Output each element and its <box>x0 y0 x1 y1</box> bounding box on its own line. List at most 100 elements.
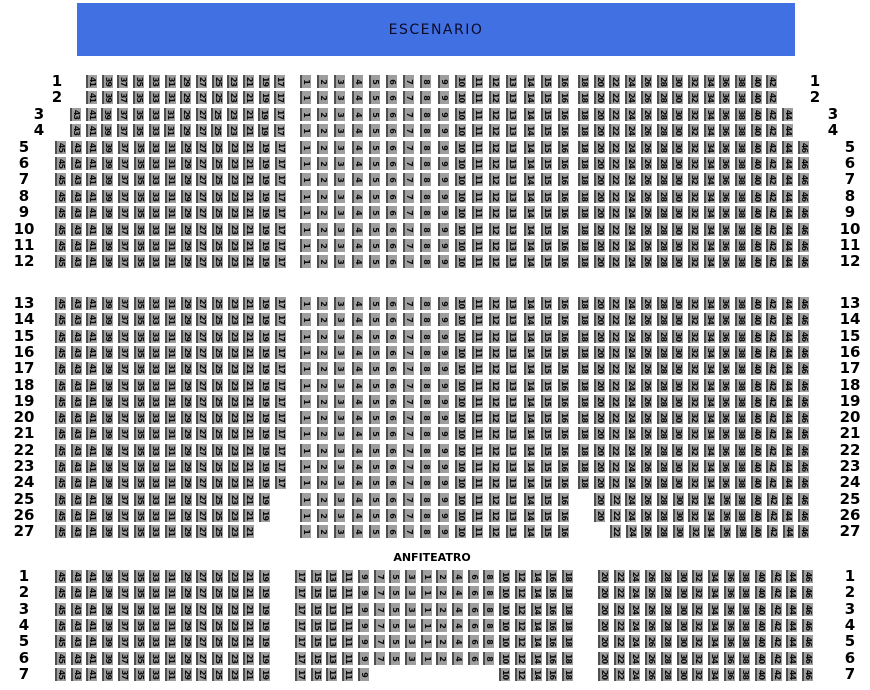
seat-platea-front-row12-40[interactable]: 40 <box>751 255 762 268</box>
seat-platea-front-row8-12[interactable]: 12 <box>489 190 500 203</box>
seat-anfiteatro-row5-2[interactable]: 2 <box>436 635 447 648</box>
seat-platea-back-row19-15[interactable]: 15 <box>541 395 552 408</box>
seat-anfiteatro-row1-39[interactable]: 39 <box>102 570 113 583</box>
seat-platea-front-row12-28[interactable]: 28 <box>657 255 668 268</box>
seat-platea-back-row21-14[interactable]: 14 <box>524 427 535 440</box>
seat-platea-back-row23-28[interactable]: 28 <box>657 460 668 473</box>
seat-platea-front-row5-4[interactable]: 4 <box>352 141 363 154</box>
seat-platea-front-row9-29[interactable]: 29 <box>181 206 192 219</box>
seat-platea-front-row10-46[interactable]: 46 <box>798 223 809 236</box>
seat-platea-back-row17-6[interactable]: 6 <box>386 362 397 375</box>
seat-platea-front-row7-5[interactable]: 5 <box>369 173 380 186</box>
seat-anfiteatro-row6-39[interactable]: 39 <box>102 652 113 665</box>
seat-platea-back-row19-6[interactable]: 6 <box>386 395 397 408</box>
seat-platea-back-row24-22[interactable]: 22 <box>609 476 620 489</box>
seat-anfiteatro-row1-41[interactable]: 41 <box>86 570 97 583</box>
seat-platea-front-row5-37[interactable]: 37 <box>118 141 129 154</box>
seat-platea-back-row13-38[interactable]: 38 <box>735 297 746 310</box>
seat-anfiteatro-row4-15[interactable]: 15 <box>311 619 322 632</box>
seat-anfiteatro-row7-12[interactable]: 12 <box>515 668 526 681</box>
seat-anfiteatro-row5-9[interactable]: 9 <box>358 635 369 648</box>
seat-platea-back-row13-14[interactable]: 14 <box>524 297 535 310</box>
seat-platea-front-row1-18[interactable]: 18 <box>578 75 589 88</box>
seat-anfiteatro-row6-10[interactable]: 10 <box>499 652 510 665</box>
seat-platea-back-row24-9[interactable]: 9 <box>438 476 449 489</box>
seat-platea-front-row9-35[interactable]: 35 <box>134 206 145 219</box>
seat-platea-front-row10-37[interactable]: 37 <box>118 223 129 236</box>
seat-platea-back-row16-14[interactable]: 14 <box>524 346 535 359</box>
seat-platea-back-row16-43[interactable]: 43 <box>71 346 82 359</box>
seat-platea-back-row23-32[interactable]: 32 <box>688 460 699 473</box>
seat-platea-back-row19-37[interactable]: 37 <box>118 395 129 408</box>
seat-anfiteatro-row2-29[interactable]: 29 <box>181 586 192 599</box>
seat-platea-back-row20-41[interactable]: 41 <box>86 411 97 424</box>
seat-platea-back-row25-11[interactable]: 11 <box>472 493 483 506</box>
seat-platea-front-row9-30[interactable]: 30 <box>672 206 683 219</box>
seat-platea-front-row12-14[interactable]: 14 <box>524 255 535 268</box>
seat-anfiteatro-row6-23[interactable]: 23 <box>228 652 239 665</box>
seat-platea-back-row25-15[interactable]: 15 <box>541 493 552 506</box>
seat-platea-back-row24-6[interactable]: 6 <box>386 476 397 489</box>
seat-anfiteatro-row6-41[interactable]: 41 <box>86 652 97 665</box>
seat-platea-front-row3-34[interactable]: 34 <box>704 108 715 121</box>
seat-platea-back-row15-36[interactable]: 36 <box>719 330 730 343</box>
seat-platea-front-row2-23[interactable]: 23 <box>227 91 238 104</box>
seat-platea-back-row20-32[interactable]: 32 <box>688 411 699 424</box>
seat-platea-back-row18-29[interactable]: 29 <box>181 379 192 392</box>
seat-platea-back-row15-39[interactable]: 39 <box>102 330 113 343</box>
seat-anfiteatro-row4-7[interactable]: 7 <box>374 619 385 632</box>
seat-anfiteatro-row2-7[interactable]: 7 <box>374 586 385 599</box>
seat-anfiteatro-row5-19[interactable]: 19 <box>259 635 270 648</box>
seat-platea-front-row5-8[interactable]: 8 <box>420 141 431 154</box>
seat-platea-back-row23-13[interactable]: 13 <box>506 460 517 473</box>
seat-platea-front-row3-35[interactable]: 35 <box>133 108 144 121</box>
seat-platea-back-row23-35[interactable]: 35 <box>134 460 145 473</box>
seat-platea-back-row27-33[interactable]: 33 <box>149 525 160 538</box>
seat-platea-back-row20-2[interactable]: 2 <box>317 411 328 424</box>
seat-platea-back-row21-26[interactable]: 26 <box>641 427 652 440</box>
seat-platea-front-row8-46[interactable]: 46 <box>798 190 809 203</box>
seat-platea-back-row25-1[interactable]: 1 <box>300 493 311 506</box>
seat-platea-back-row19-7[interactable]: 7 <box>403 395 414 408</box>
seat-platea-back-row19-21[interactable]: 21 <box>243 395 254 408</box>
seat-platea-back-row21-30[interactable]: 30 <box>672 427 683 440</box>
seat-platea-front-row8-22[interactable]: 22 <box>609 190 620 203</box>
seat-platea-back-row21-21[interactable]: 21 <box>243 427 254 440</box>
seat-platea-back-row17-34[interactable]: 34 <box>704 362 715 375</box>
seat-platea-back-row15-22[interactable]: 22 <box>609 330 620 343</box>
seat-platea-front-row5-35[interactable]: 35 <box>134 141 145 154</box>
seat-platea-front-row12-37[interactable]: 37 <box>118 255 129 268</box>
seat-platea-back-row22-29[interactable]: 29 <box>181 444 192 457</box>
seat-platea-back-row23-41[interactable]: 41 <box>86 460 97 473</box>
seat-platea-front-row1-3[interactable]: 3 <box>334 75 345 88</box>
seat-anfiteatro-row2-20[interactable]: 20 <box>598 586 609 599</box>
seat-platea-back-row19-38[interactable]: 38 <box>735 395 746 408</box>
seat-platea-front-row2-17[interactable]: 17 <box>274 91 285 104</box>
seat-anfiteatro-row1-37[interactable]: 37 <box>118 570 129 583</box>
seat-anfiteatro-row2-4[interactable]: 4 <box>452 586 463 599</box>
seat-platea-front-row2-26[interactable]: 26 <box>641 91 652 104</box>
seat-anfiteatro-row4-21[interactable]: 21 <box>243 619 254 632</box>
seat-platea-front-row12-46[interactable]: 46 <box>798 255 809 268</box>
seat-platea-back-row25-25[interactable]: 25 <box>212 493 223 506</box>
seat-platea-front-row4-27[interactable]: 27 <box>196 124 207 137</box>
seat-platea-back-row26-40[interactable]: 40 <box>751 509 762 522</box>
seat-platea-back-row16-45[interactable]: 45 <box>55 346 66 359</box>
seat-anfiteatro-row7-45[interactable]: 45 <box>55 668 66 681</box>
seat-anfiteatro-row3-16[interactable]: 16 <box>546 603 557 616</box>
seat-platea-back-row15-10[interactable]: 10 <box>455 330 466 343</box>
seat-anfiteatro-row2-27[interactable]: 27 <box>196 586 207 599</box>
seat-anfiteatro-row7-26[interactable]: 26 <box>645 668 656 681</box>
seat-platea-back-row14-22[interactable]: 22 <box>609 313 620 326</box>
seat-anfiteatro-row6-17[interactable]: 17 <box>295 652 306 665</box>
seat-platea-back-row27-44[interactable]: 44 <box>783 525 794 538</box>
seat-platea-back-row21-37[interactable]: 37 <box>118 427 129 440</box>
seat-platea-back-row21-10[interactable]: 10 <box>455 427 466 440</box>
seat-platea-back-row25-37[interactable]: 37 <box>118 493 129 506</box>
seat-platea-front-row6-4[interactable]: 4 <box>352 157 363 170</box>
seat-platea-back-row14-34[interactable]: 34 <box>704 313 715 326</box>
seat-anfiteatro-row3-7[interactable]: 7 <box>374 603 385 616</box>
seat-platea-back-row17-17[interactable]: 17 <box>275 362 286 375</box>
seat-anfiteatro-row4-44[interactable]: 44 <box>786 619 797 632</box>
seat-platea-front-row8-39[interactable]: 39 <box>102 190 113 203</box>
